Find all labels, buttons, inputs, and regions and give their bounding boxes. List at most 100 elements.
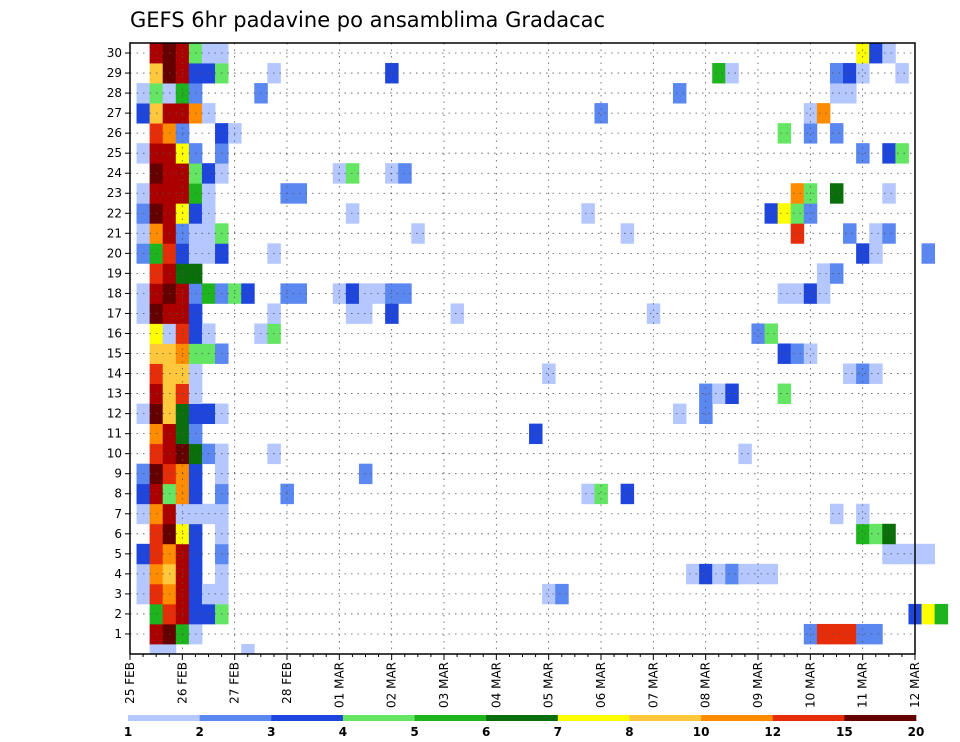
heatmap-cell	[345, 203, 360, 224]
x-axis-ticks: 25 FEB 26 FEB 27 FEB 28 FEB 01 MAR 02 MAR 03 M…	[123, 654, 922, 708]
legend-swatch	[486, 715, 559, 721]
heatmap-cell	[725, 63, 739, 84]
heatmap-cell	[372, 283, 386, 304]
heatmap-cell	[751, 563, 765, 585]
heatmap-cell	[542, 583, 556, 605]
heatmap-cell	[882, 543, 896, 565]
heatmap-cell	[725, 383, 739, 404]
heatmap-cell	[764, 323, 779, 344]
y-tick-label: 25	[107, 146, 122, 160]
heatmap-cell	[843, 63, 857, 84]
legend-swatch	[557, 715, 630, 721]
legend-label: 15	[836, 725, 853, 739]
heatmap-cell	[345, 303, 360, 324]
y-tick-label: 13	[107, 387, 122, 401]
heatmap-cell	[856, 363, 870, 384]
legend-swatch	[629, 715, 702, 721]
heatmap-cell	[856, 143, 870, 164]
heatmap-cell	[751, 323, 765, 344]
y-tick-label: 27	[107, 106, 122, 120]
heatmap-cell	[856, 243, 870, 264]
x-tick-label: 25 FEB	[123, 662, 137, 704]
x-tick-label: 06 MAR	[594, 662, 608, 708]
heatmap-cell	[816, 103, 831, 124]
grid-lines	[130, 43, 915, 654]
heatmap-cell	[345, 163, 360, 184]
heatmap-cell	[869, 223, 883, 244]
legend-label: 4	[339, 725, 347, 739]
heatmap-cell	[450, 303, 465, 324]
legend-swatch	[844, 715, 917, 721]
legend-swatch	[414, 715, 487, 721]
heatmap-cell	[790, 203, 805, 224]
heatmap-cell	[895, 143, 909, 164]
heatmap-cell	[712, 63, 726, 84]
heatmap-cell	[856, 63, 870, 84]
y-tick-label: 6	[114, 527, 122, 541]
heatmap-cell	[581, 483, 595, 505]
heatmap-cell	[829, 123, 844, 144]
x-tick-label: 01 MAR	[332, 662, 346, 708]
heatmap-cell	[869, 43, 883, 64]
heatmap-cell	[790, 223, 805, 244]
heatmap-cell	[581, 203, 595, 224]
heatmap-cell	[790, 283, 805, 304]
heatmap-cell	[843, 363, 857, 384]
y-tick-label: 24	[107, 166, 122, 180]
legend-swatch	[701, 715, 774, 721]
y-tick-label: 18	[107, 286, 122, 300]
heatmap-cell	[332, 283, 347, 304]
heatmap-cell	[921, 243, 936, 264]
heatmap-cell	[712, 563, 726, 585]
y-tick-label: 7	[114, 507, 122, 521]
heatmap-cell	[803, 103, 818, 124]
y-tick-label: 19	[107, 266, 122, 280]
y-tick-label: 14	[107, 367, 122, 381]
heatmap-cell	[542, 363, 556, 384]
heatmap-cell	[829, 83, 844, 104]
heatmap-cells	[136, 43, 949, 655]
heatmap-cell	[803, 123, 818, 144]
x-tick-label: 11 MAR	[856, 662, 870, 708]
heatmap-cell	[777, 123, 792, 144]
heatmap-cell	[829, 263, 844, 284]
heatmap-cell	[895, 543, 909, 565]
heatmap-cell	[385, 303, 399, 324]
x-tick-label: 27 FEB	[228, 662, 242, 704]
x-tick-label: 10 MAR	[803, 662, 817, 708]
x-tick-label: 12 MAR	[908, 662, 922, 708]
heatmap-cell	[555, 583, 569, 605]
heatmap-cell	[738, 443, 752, 465]
heatmap-cell	[646, 303, 661, 324]
heatmap-cell	[398, 283, 412, 304]
heatmap-cell	[777, 383, 792, 404]
heatmap-cell	[764, 563, 779, 585]
heatmap-cell	[790, 343, 805, 364]
heatmap-cell	[699, 383, 713, 404]
x-tick-label: 04 MAR	[489, 662, 503, 708]
heatmap-cell	[921, 603, 936, 625]
heatmap-cell	[358, 283, 373, 304]
y-tick-label: 30	[107, 46, 122, 60]
heatmap-cell	[856, 43, 870, 64]
y-tick-label: 26	[107, 126, 122, 140]
heatmap-cell	[829, 623, 844, 645]
legend-label: 12	[764, 725, 781, 739]
y-tick-label: 1	[114, 627, 122, 641]
heatmap-cell	[882, 183, 896, 204]
y-tick-label: 2	[114, 607, 122, 621]
heatmap-cell	[803, 343, 818, 364]
heatmap-cell	[869, 523, 883, 545]
legend-swatch	[772, 715, 845, 721]
heatmap-cell	[882, 143, 896, 164]
heatmap-cell	[816, 283, 831, 304]
heatmap-cell	[856, 623, 870, 645]
x-tick-label: 03 MAR	[437, 662, 451, 708]
heatmap-cell	[843, 223, 857, 244]
y-tick-label: 29	[107, 66, 122, 80]
heatmap-cell	[869, 623, 883, 645]
y-tick-label: 16	[107, 326, 122, 340]
heatmap-cell	[934, 603, 949, 625]
y-tick-label: 9	[114, 467, 122, 481]
y-axis-ticks: 1234567891011121314151617181920212223242…	[107, 46, 130, 641]
